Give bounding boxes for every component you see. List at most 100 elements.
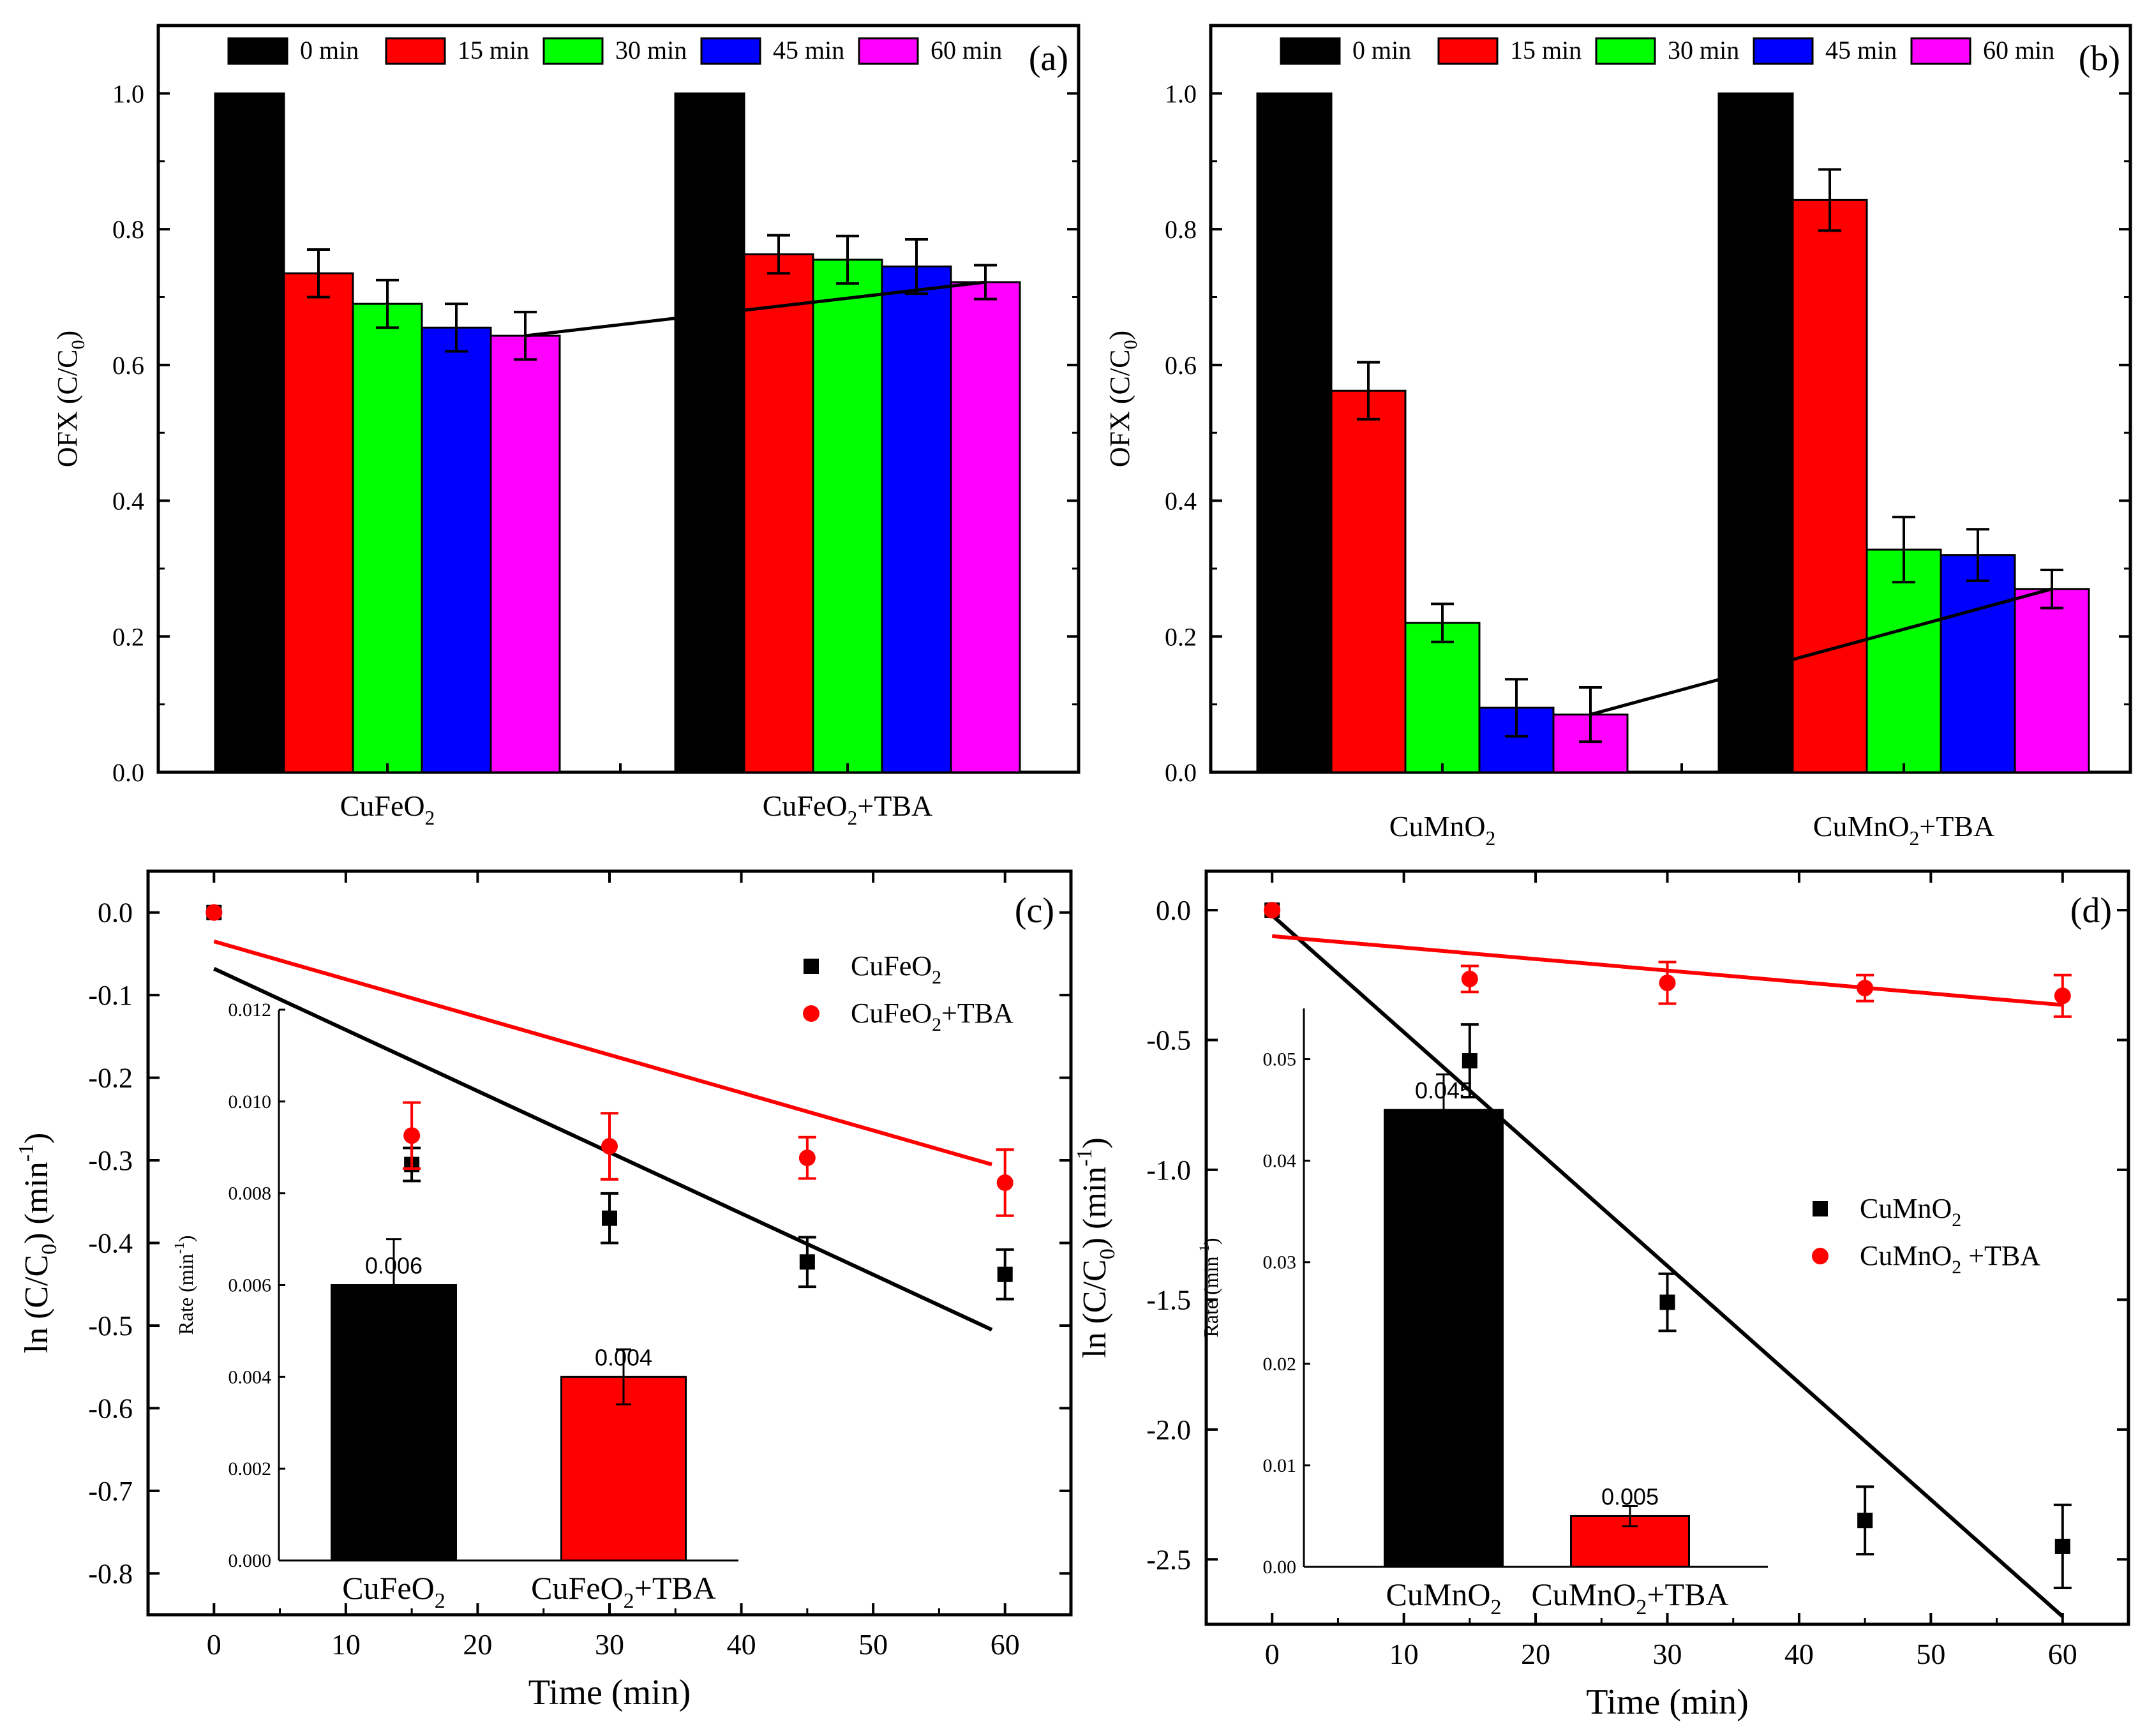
- legend-label-1: 15 min: [1510, 36, 1582, 64]
- y-tick-label: -0.5: [88, 1310, 133, 1342]
- bar-CuFeO2-0min: [214, 92, 285, 774]
- y-axis-label-close: ): [52, 331, 83, 340]
- category-label-1: CuFeO2+TBA: [763, 789, 933, 829]
- y-tick-label: -0.7: [88, 1476, 133, 1507]
- panel-label: (a): [1029, 39, 1068, 79]
- inset-chart: 0.000 0.002 0.004 0.006 0.008 0.010 0.012 Rate …: [171, 999, 738, 1613]
- y-tick-label: -0.2: [88, 1063, 133, 1094]
- bar-CuFeO2-45min: [421, 326, 492, 774]
- inset-y-axis-label-sup: -1: [1196, 1245, 1212, 1256]
- legend-label-0-sub: 2: [932, 967, 941, 988]
- inset-category-label-1-main: CuMnO: [1531, 1576, 1636, 1612]
- category-label-1-sub: 2: [848, 807, 858, 829]
- inset-y-tick-label: 0.04: [1263, 1151, 1297, 1172]
- trend-line: [1590, 587, 2053, 717]
- x-axis-label: Time (min): [1586, 1682, 1749, 1722]
- x-tick-label: 10: [1389, 1638, 1419, 1670]
- trend-line: [525, 280, 986, 338]
- data-point-circle: [1857, 980, 1874, 997]
- category-label-1-main: CuMnO: [1813, 810, 1910, 842]
- y-tick-label: 1.0: [112, 79, 144, 108]
- legend-label-0: CuMnO2: [1860, 1193, 1961, 1231]
- bar-CuFeO2-15min: [283, 272, 354, 774]
- legend-swatch-1: [1437, 37, 1499, 65]
- inset-category-label-1-sub: 2: [624, 1589, 634, 1613]
- x-tick-label: 60: [991, 1628, 1020, 1661]
- y-tick-label: -0.6: [88, 1393, 133, 1424]
- x-tick-label: 60: [2048, 1638, 2077, 1670]
- data-point-circle: [996, 1174, 1013, 1192]
- y-tick-label: 0.8: [1165, 215, 1197, 244]
- y-tick-label: -2.0: [1146, 1414, 1191, 1446]
- data-point-circle: [206, 904, 223, 921]
- legend-marker-0: [1813, 1201, 1828, 1216]
- y-tick-label: 0.8: [112, 215, 144, 244]
- inset-y-tick-label: 0.012: [228, 999, 272, 1021]
- x-tick-label: 20: [463, 1628, 492, 1661]
- inset-category-label-1-tail: +TBA: [1647, 1576, 1728, 1612]
- inset-y-tick-label: 0.05: [1263, 1049, 1297, 1070]
- series-CuMnO2+TBA: [1264, 902, 2072, 1018]
- panel-label: (d): [2070, 891, 2112, 931]
- y-axis-label-text: OFX (C/C: [52, 350, 83, 468]
- category-label-0: CuFeO2: [340, 789, 435, 829]
- panel-label: (c): [1015, 891, 1054, 931]
- bar-CuFeO2+TBA-60min: [950, 281, 1021, 774]
- y-tick-label: -0.8: [88, 1558, 133, 1589]
- y-tick-label: -0.5: [1146, 1024, 1191, 1056]
- data-point-square: [1462, 1053, 1477, 1069]
- y-axis-label-mid: ) (min: [19, 1162, 55, 1244]
- inset-y-tick-label: 0.000: [228, 1550, 272, 1571]
- legend-label-1-tail: +TBA: [941, 998, 1013, 1029]
- y-tick-label: 0.6: [112, 351, 144, 380]
- y-axis-label-sub: 0: [1120, 340, 1141, 350]
- legend-marker-1: [1812, 1248, 1829, 1264]
- inset-y-tick-label: 0.010: [228, 1091, 272, 1112]
- data-point-circle: [2054, 987, 2071, 1005]
- inset-y-tick-label: 0.01: [1263, 1455, 1297, 1476]
- y-axis-label-sup: -1: [1073, 1148, 1096, 1166]
- legend-marker-0: [804, 959, 819, 974]
- y-tick-label: -1.0: [1146, 1155, 1191, 1186]
- inset-value-label: 0.045: [1415, 1077, 1472, 1104]
- legend-swatch-0: [1280, 37, 1341, 65]
- x-axis-label: Time (min): [528, 1673, 691, 1712]
- legend-label-0-sub: 2: [1952, 1209, 1961, 1231]
- inset-category-label-1: CuMnO2+TBA: [1531, 1576, 1728, 1619]
- data-point-circle: [1264, 902, 1281, 919]
- legend-label-2: 30 min: [1668, 36, 1739, 64]
- category-label-0-main: CuMnO: [1389, 810, 1486, 842]
- bar-CuFeO2+TBA-30min: [812, 258, 883, 774]
- x-tick-label: 50: [1916, 1638, 1945, 1670]
- fit-line-CuMnO2: [1271, 913, 2064, 1619]
- inset-y-axis-label-text: Rate (min: [1199, 1256, 1222, 1337]
- data-point-square: [1659, 1294, 1675, 1310]
- x-tick-label: 40: [727, 1628, 756, 1661]
- inset-category-label-1-sub: 2: [1636, 1596, 1647, 1619]
- legend-label-1-main: CuFeO: [851, 998, 932, 1029]
- y-axis-label-sub: 0: [1096, 1248, 1119, 1259]
- inset-category-label-0-main: CuMnO: [1386, 1576, 1491, 1612]
- y-axis-label-close: ): [19, 1133, 55, 1144]
- category-label-0-sub: 2: [425, 807, 435, 829]
- y-tick-label: 0.4: [1165, 487, 1197, 516]
- inset-category-label-0: CuMnO2: [1386, 1576, 1502, 1619]
- y-tick-label: -0.4: [88, 1228, 133, 1259]
- legend-label-1-sub: 2: [932, 1014, 941, 1035]
- legend-swatch-4: [1910, 37, 1971, 65]
- bar-CuMnO2-15min: [1330, 389, 1407, 774]
- bar-CuMnO2+TBA-15min: [1791, 198, 1868, 774]
- inset-y-tick-label: 0.008: [228, 1183, 272, 1204]
- y-tick-label: 1.0: [1165, 79, 1197, 108]
- inset-y-axis-label-text: Rate (min: [174, 1253, 197, 1335]
- y-tick-label: 0.4: [112, 487, 144, 516]
- y-axis-label-sub: 0: [38, 1244, 61, 1255]
- y-tick-label: 0.0: [1156, 895, 1191, 926]
- bar-CuFeO2+TBA-15min: [743, 253, 814, 774]
- data-point-circle: [601, 1138, 618, 1155]
- plot-frame: [156, 24, 1081, 774]
- inset-y-tick-label: 0.02: [1263, 1354, 1297, 1375]
- legend-label-1: CuMnO2 +TBA: [1860, 1240, 2040, 1278]
